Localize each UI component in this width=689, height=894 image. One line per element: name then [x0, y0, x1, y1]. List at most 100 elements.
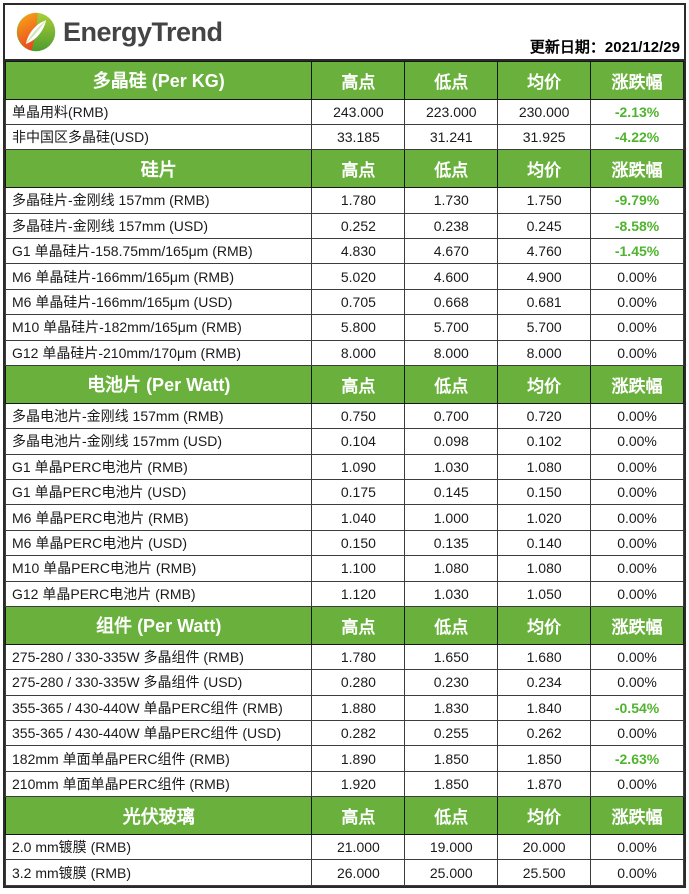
low-value: 4.600	[404, 263, 499, 290]
change-value: 0.00%	[590, 555, 684, 582]
avg-value: 25.500	[497, 859, 592, 886]
avg-value: 0.720	[497, 402, 592, 430]
energytrend-logo-icon	[16, 12, 56, 52]
low-value: 0.135	[404, 529, 499, 557]
section-title: 硅片	[4, 149, 313, 189]
table-row: M10 单晶硅片-182mm/165μm (RMB) 5.800 5.700 5.70…	[4, 314, 684, 341]
high-value: 0.252	[311, 212, 406, 239]
change-value: -2.63%	[590, 745, 684, 772]
column-header: 高点	[311, 149, 406, 189]
high-value: 0.750	[311, 402, 406, 430]
table-row: G12 单晶硅片-210mm/170μm (RMB) 8.000 8.000 8.00…	[4, 339, 684, 367]
table-row: 非中国区多晶硅(USD) 33.185 31.241 31.925 -4.22%	[4, 124, 684, 151]
table-row: G12 单晶PERC电池片 (RMB) 1.120 1.030 1.050 0.00%	[4, 580, 684, 608]
low-value: 5.700	[404, 314, 499, 341]
change-value: -8.58%	[590, 212, 684, 239]
low-value: 0.230	[404, 669, 499, 696]
avg-value: 1.750	[497, 187, 592, 214]
section-title: 电池片 (Per Watt)	[4, 365, 313, 404]
table-row: 182mm 单面单晶PERC组件 (RMB) 1.890 1.850 1.850 -2.…	[4, 745, 684, 772]
row-label: 多晶硅片-金刚线 157mm (RMB)	[4, 187, 313, 214]
row-label: 多晶电池片-金刚线 157mm (USD)	[4, 428, 313, 455]
row-label: G1 单晶硅片-158.75mm/165μm (RMB)	[4, 237, 313, 265]
row-label: M6 单晶PERC电池片 (RMB)	[4, 504, 313, 531]
column-header: 涨跌幅	[590, 149, 684, 189]
row-label: M10 单晶硅片-182mm/165μm (RMB)	[4, 314, 313, 341]
row-label: G12 单晶PERC电池片 (RMB)	[4, 580, 313, 608]
high-value: 33.185	[311, 124, 406, 151]
table-row: M6 单晶PERC电池片 (USD) 0.150 0.135 0.140 0.00%	[4, 529, 684, 557]
avg-value: 1.050	[497, 580, 592, 608]
avg-value: 1.850	[497, 745, 592, 772]
avg-value: 230.000	[497, 98, 592, 126]
row-label: G1 单晶PERC电池片 (USD)	[4, 478, 313, 506]
avg-value: 0.262	[497, 719, 592, 747]
column-header: 涨跌幅	[590, 606, 684, 645]
high-value: 1.040	[311, 504, 406, 531]
low-value: 8.000	[404, 339, 499, 367]
avg-value: 4.900	[497, 263, 592, 290]
table-row: G1 单晶硅片-158.75mm/165μm (RMB) 4.830 4.670 4.…	[4, 237, 684, 265]
high-value: 5.020	[311, 263, 406, 290]
low-value: 0.668	[404, 288, 499, 316]
change-value: 0.00%	[590, 643, 684, 671]
low-value: 1.080	[404, 555, 499, 582]
column-header: 涨跌幅	[590, 796, 684, 835]
avg-value: 1.020	[497, 504, 592, 531]
table-row: M6 单晶硅片-166mm/165μm (USD) 0.705 0.668 0.681…	[4, 288, 684, 316]
row-label: 355-365 / 430-440W 单晶PERC组件 (RMB)	[4, 694, 313, 721]
change-value: 0.00%	[590, 859, 684, 886]
table-row: 单晶用料(RMB) 243.000 223.000 230.000 -2.13%	[4, 98, 684, 126]
section-title: 多晶硅 (Per KG)	[4, 61, 313, 100]
page-header: EnergyTrend 更新日期：2021/12/29	[5, 5, 684, 61]
change-value: 0.00%	[590, 339, 684, 367]
low-value: 0.238	[404, 212, 499, 239]
row-label: 182mm 单面单晶PERC组件 (RMB)	[4, 745, 313, 772]
high-value: 0.104	[311, 428, 406, 455]
table-row: G1 单晶PERC电池片 (RMB) 1.090 1.030 1.080 0.00%	[4, 453, 684, 480]
high-value: 1.100	[311, 555, 406, 582]
column-header: 涨跌幅	[590, 61, 684, 100]
avg-value: 0.234	[497, 669, 592, 696]
change-value: 0.00%	[590, 833, 684, 861]
row-label: 355-365 / 430-440W 单晶PERC组件 (USD)	[4, 719, 313, 747]
change-value: -2.13%	[590, 98, 684, 126]
column-header: 高点	[311, 606, 406, 645]
table-row: M10 单晶PERC电池片 (RMB) 1.100 1.080 1.080 0.00%	[4, 555, 684, 582]
column-header: 均价	[497, 796, 592, 835]
row-label: 多晶硅片-金刚线 157mm (USD)	[4, 212, 313, 239]
avg-value: 8.000	[497, 339, 592, 367]
section-header-row: 多晶硅 (Per KG) 高点 低点 均价 涨跌幅	[4, 61, 684, 100]
low-value: 25.000	[404, 859, 499, 886]
change-value: 0.00%	[590, 263, 684, 290]
brand: EnergyTrend	[15, 11, 223, 53]
column-header: 低点	[404, 365, 499, 404]
row-label: G12 单晶硅片-210mm/170μm (RMB)	[4, 339, 313, 367]
change-value: 0.00%	[590, 504, 684, 531]
change-value: 0.00%	[590, 529, 684, 557]
low-value: 0.098	[404, 428, 499, 455]
section-title: 光伏玻璃	[4, 796, 313, 835]
high-value: 1.120	[311, 580, 406, 608]
row-label: 275-280 / 330-335W 多晶组件 (USD)	[4, 669, 313, 696]
avg-value: 0.140	[497, 529, 592, 557]
high-value: 1.780	[311, 643, 406, 671]
high-value: 243.000	[311, 98, 406, 126]
change-value: -0.54%	[590, 694, 684, 721]
row-label: M10 单晶PERC电池片 (RMB)	[4, 555, 313, 582]
column-header: 均价	[497, 606, 592, 645]
brand-wordmark: EnergyTrend	[63, 16, 223, 47]
row-label: 多晶电池片-金刚线 157mm (RMB)	[4, 402, 313, 430]
change-value: 0.00%	[590, 288, 684, 316]
update-date: 更新日期：2021/12/29	[529, 39, 680, 56]
table-row: 多晶电池片-金刚线 157mm (USD) 0.104 0.098 0.102 0.00…	[4, 428, 684, 455]
high-value: 1.920	[311, 770, 406, 798]
avg-value: 0.102	[497, 428, 592, 455]
table-row: 2.0 mm镀膜 (RMB) 21.000 19.000 20.000 0.00%	[4, 833, 684, 861]
low-value: 0.700	[404, 402, 499, 430]
row-label: 210mm 单面单晶PERC组件 (RMB)	[4, 770, 313, 798]
low-value: 0.145	[404, 478, 499, 506]
avg-value: 31.925	[497, 124, 592, 151]
section-header-row: 光伏玻璃 高点 低点 均价 涨跌幅	[4, 796, 684, 835]
change-value: 0.00%	[590, 719, 684, 747]
